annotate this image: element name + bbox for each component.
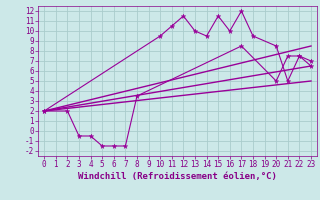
X-axis label: Windchill (Refroidissement éolien,°C): Windchill (Refroidissement éolien,°C) — [78, 172, 277, 181]
